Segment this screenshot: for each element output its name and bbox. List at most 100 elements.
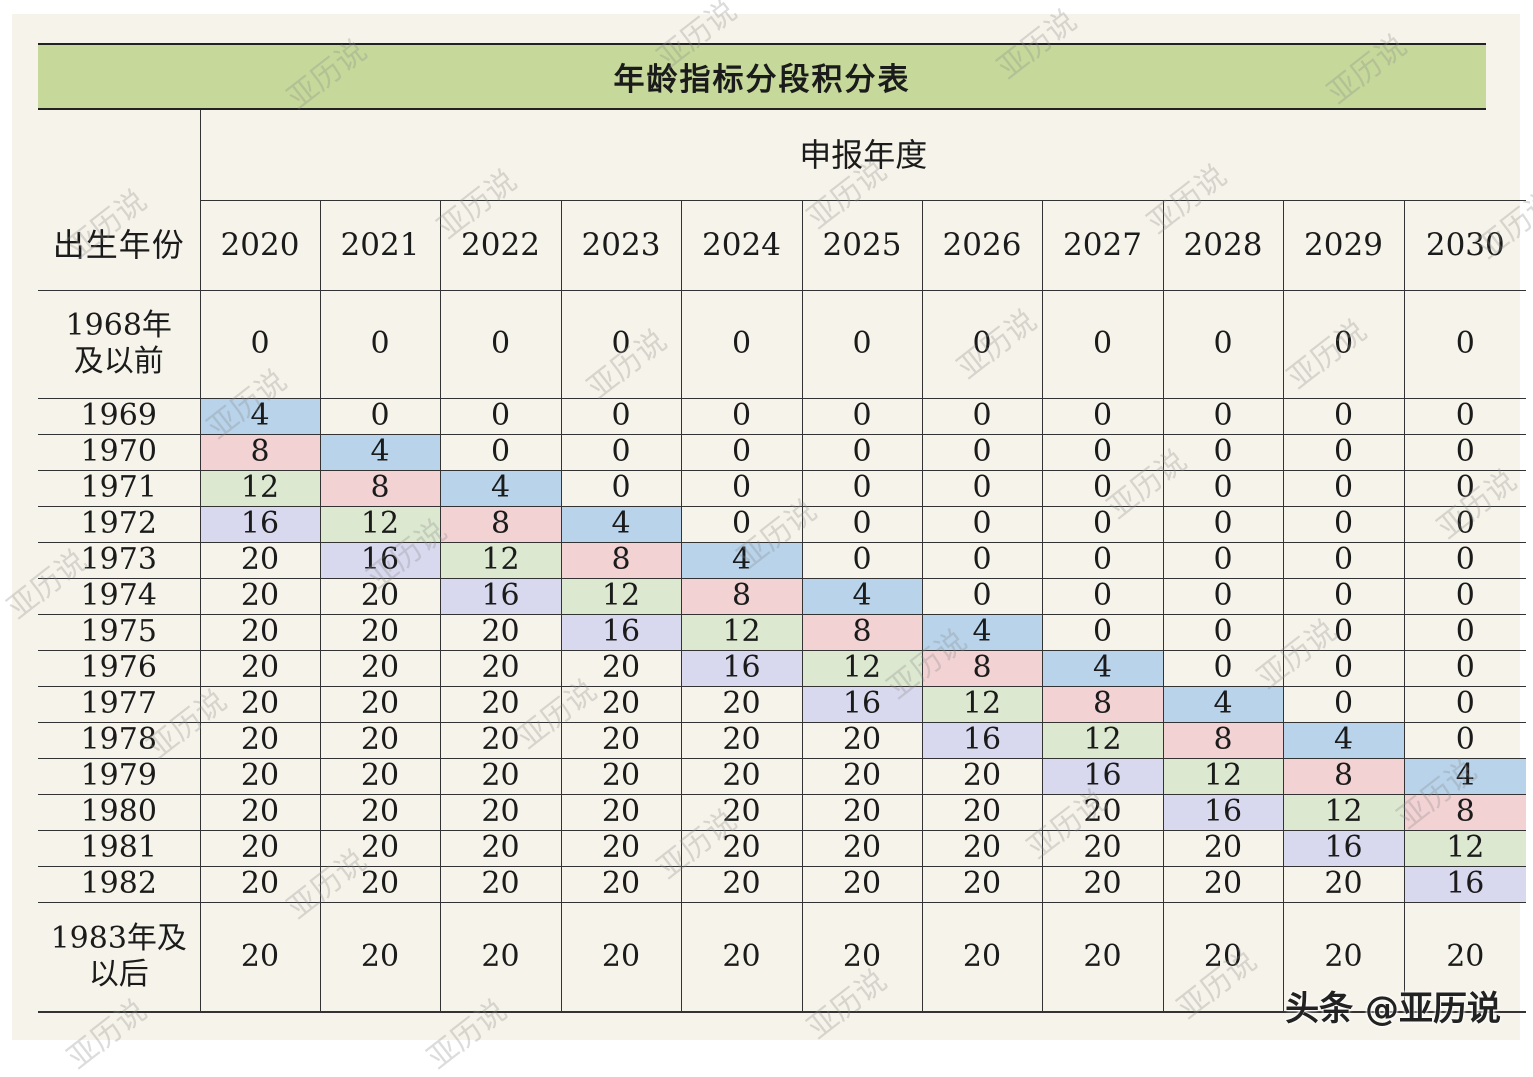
table-row: 1977 20 20 20 20 20 16 12 8 4 0 0: [38, 686, 1527, 723]
score-cell: 0: [1403, 542, 1527, 579]
score-cell: 20: [199, 650, 320, 687]
table-row: 1976 20 20 20 20 16 12 8 4 0 0 0: [38, 650, 1527, 687]
score-cell: 20: [319, 830, 440, 867]
score-cell: 8: [921, 650, 1042, 687]
score-cell: 20: [921, 758, 1042, 795]
score-cell: 0: [921, 470, 1042, 507]
score-cell: 0: [1282, 578, 1404, 615]
score-cell: 20: [439, 902, 561, 1013]
score-cell: 20: [199, 902, 320, 1013]
score-cell: 0: [1041, 614, 1163, 651]
table-row: 1978 20 20 20 20 20 20 16 12 8 4 0: [38, 722, 1527, 759]
score-cell: 20: [439, 866, 561, 903]
score-cell: 20: [439, 830, 561, 867]
score-cell: 12: [801, 650, 922, 687]
score-cell: 0: [1041, 470, 1163, 507]
score-cell: 8: [680, 578, 802, 615]
birth-year-label: 1968年 及以前: [38, 290, 200, 399]
score-cell: 0: [560, 434, 681, 471]
score-cell: 12: [199, 470, 320, 507]
score-cell: 0: [1403, 470, 1527, 507]
score-cell: 20: [319, 722, 440, 759]
score-cell: 0: [921, 398, 1042, 435]
score-cell: 0: [560, 398, 681, 435]
score-cell: 12: [1403, 830, 1527, 867]
score-cell: 20: [921, 902, 1042, 1013]
score-cell: 16: [560, 614, 681, 651]
score-cell: 20: [439, 614, 561, 651]
score-cell: 0: [560, 470, 681, 507]
birth-year-label: 1971: [38, 470, 200, 507]
score-cell: 0: [1162, 470, 1283, 507]
birth-year-label: 1979: [38, 758, 200, 795]
score-cell: 20: [680, 758, 802, 795]
score-cell: 20: [199, 866, 320, 903]
score-cell: 20: [560, 650, 681, 687]
score-cell: 0: [680, 470, 802, 507]
table-row: 1973 20 16 12 8 4 0 0 0 0 0 0: [38, 542, 1527, 579]
table-row: 1968年 及以前 0 0 0 0 0 0 0 0 0 0 0: [38, 290, 1527, 399]
score-cell: 20: [439, 794, 561, 831]
year-header-2022: 2022: [439, 200, 561, 291]
header-row-years: 出生年份 2020 2021 2022 2023 2024 2025 2026 2027 202…: [38, 200, 1527, 291]
year-header-2023: 2023: [560, 200, 681, 291]
table-row: 1975 20 20 20 16 12 8 4 0 0 0 0: [38, 614, 1527, 651]
score-cell: 16: [801, 686, 922, 723]
score-cell: 0: [1041, 542, 1163, 579]
score-cell: 0: [1403, 578, 1527, 615]
score-cell: 0: [1041, 578, 1163, 615]
birth-year-label: 1969: [38, 398, 200, 435]
score-cell: 0: [801, 506, 922, 543]
score-cell: 20: [319, 578, 440, 615]
score-cell: 20: [801, 722, 922, 759]
score-cell: 4: [1162, 686, 1283, 723]
table-row: 1971 12 8 4 0 0 0 0 0 0 0 0: [38, 470, 1527, 507]
score-cell: 20: [439, 758, 561, 795]
score-cell: 20: [1041, 866, 1163, 903]
score-cell: 0: [439, 290, 561, 399]
corner-cell: [38, 110, 200, 200]
birth-year-label: 1978: [38, 722, 200, 759]
score-cell: 0: [1403, 614, 1527, 651]
score-cell: 20: [921, 830, 1042, 867]
score-cell: 4: [199, 398, 320, 435]
score-cell: 0: [1162, 434, 1283, 471]
year-header-2030: 2030: [1403, 200, 1527, 291]
birth-year-label: 1975: [38, 614, 200, 651]
table-row: 1980 20 20 20 20 20 20 20 20 16 12 8: [38, 794, 1527, 831]
score-cell: 16: [1403, 866, 1527, 903]
score-cell: 0: [1162, 290, 1283, 399]
score-cell: 8: [319, 470, 440, 507]
score-cell: 20: [801, 830, 922, 867]
score-cell: 4: [680, 542, 802, 579]
score-cell: 0: [439, 398, 561, 435]
score-cell: 0: [921, 578, 1042, 615]
score-cell: 20: [199, 542, 320, 579]
score-cell: 0: [1162, 614, 1283, 651]
score-cell: 12: [560, 578, 681, 615]
score-cell: 12: [680, 614, 802, 651]
score-cell: 20: [560, 758, 681, 795]
year-header-2024: 2024: [680, 200, 802, 291]
score-cell: 0: [1403, 506, 1527, 543]
score-cell: 0: [1041, 290, 1163, 399]
year-header-2020: 2020: [199, 200, 320, 291]
score-cell: 20: [319, 758, 440, 795]
score-cell: 20: [801, 866, 922, 903]
score-cell: 8: [1403, 794, 1527, 831]
score-cell: 20: [921, 866, 1042, 903]
birth-year-label: 1972: [38, 506, 200, 543]
score-cell: 0: [1403, 290, 1527, 399]
score-cell: 4: [1041, 650, 1163, 687]
score-cell: 0: [1282, 506, 1404, 543]
score-cell: 0: [1403, 398, 1527, 435]
score-cell: 20: [319, 902, 440, 1013]
score-cell: 0: [1282, 290, 1404, 399]
score-cell: 20: [680, 722, 802, 759]
score-cell: 16: [199, 506, 320, 543]
score-cell: 0: [1041, 506, 1163, 543]
score-cell: 0: [1282, 398, 1404, 435]
year-header-2026: 2026: [921, 200, 1042, 291]
birth-year-label: 1973: [38, 542, 200, 579]
score-cell: 0: [1162, 542, 1283, 579]
